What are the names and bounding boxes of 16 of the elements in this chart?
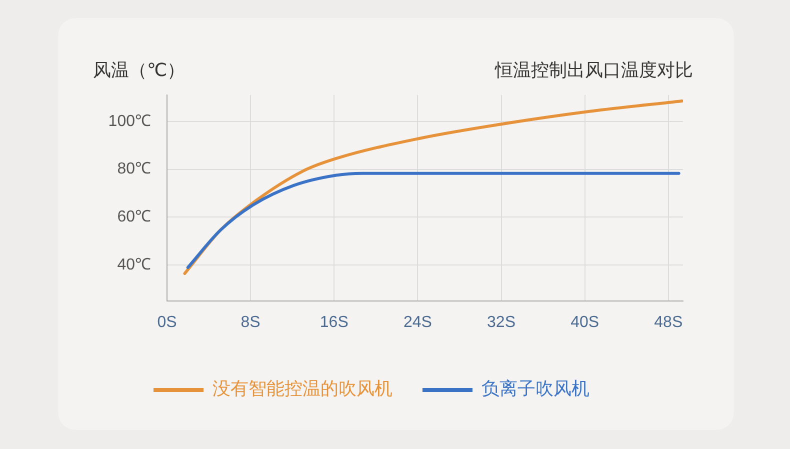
x-tick-label: 40S	[570, 314, 600, 332]
y-tick-label: 40℃	[117, 256, 151, 274]
legend-label: 负离子吹风机	[482, 378, 590, 400]
x-tick-label: 24S	[403, 314, 432, 332]
x-tick-label: 0S	[157, 314, 177, 332]
line-series	[186, 172, 680, 269]
x-tick-label: 32S	[487, 314, 516, 332]
y-tick-label: 60℃	[117, 208, 151, 226]
y-tick-label: 80℃	[117, 160, 151, 178]
y-tick-label: 100℃	[108, 112, 151, 130]
x-tick-label: 8S	[240, 314, 260, 332]
x-tick-label: 16S	[320, 314, 348, 332]
x-tick-label: 48S	[654, 314, 683, 332]
chart-title: 恒温控制出风口温度对比	[495, 59, 693, 82]
y-axis-title: 风温（℃）	[93, 59, 186, 82]
legend-label: 没有智能控温的吹风机	[212, 378, 392, 400]
